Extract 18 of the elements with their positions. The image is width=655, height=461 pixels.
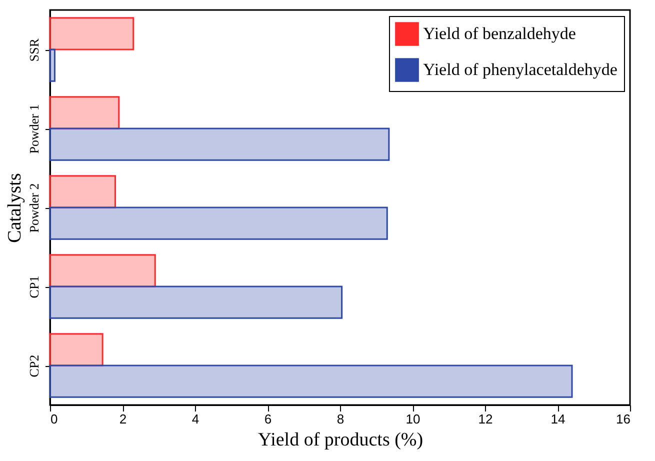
legend-label: Yield of benzaldehyde	[423, 24, 576, 43]
y-tick-label: Powder 1	[26, 104, 42, 154]
x-tick-label: 2	[119, 412, 127, 426]
y-axis-title: Catalysts	[4, 173, 26, 243]
x-tick-label: 6	[264, 412, 272, 426]
x-tick-label: 16	[616, 412, 630, 426]
y-tick-label: SSR	[26, 38, 42, 62]
y-tick-label: CP2	[26, 354, 42, 378]
legend-label: Yield of phenylacetaldehyde	[423, 60, 618, 79]
y-tick-label: Powder 2	[26, 183, 42, 233]
x-tick-label: 10	[406, 412, 420, 426]
x-tick-label: 12	[478, 412, 493, 426]
y-tick-label: CP1	[26, 276, 42, 298]
x-tick-label: 14	[550, 412, 566, 426]
x-tick-label: 4	[192, 412, 200, 426]
x-axis-title: Yield of products (%)	[258, 430, 424, 450]
x-tick-label: 0	[50, 412, 58, 426]
x-tick-label: 8	[336, 412, 344, 426]
